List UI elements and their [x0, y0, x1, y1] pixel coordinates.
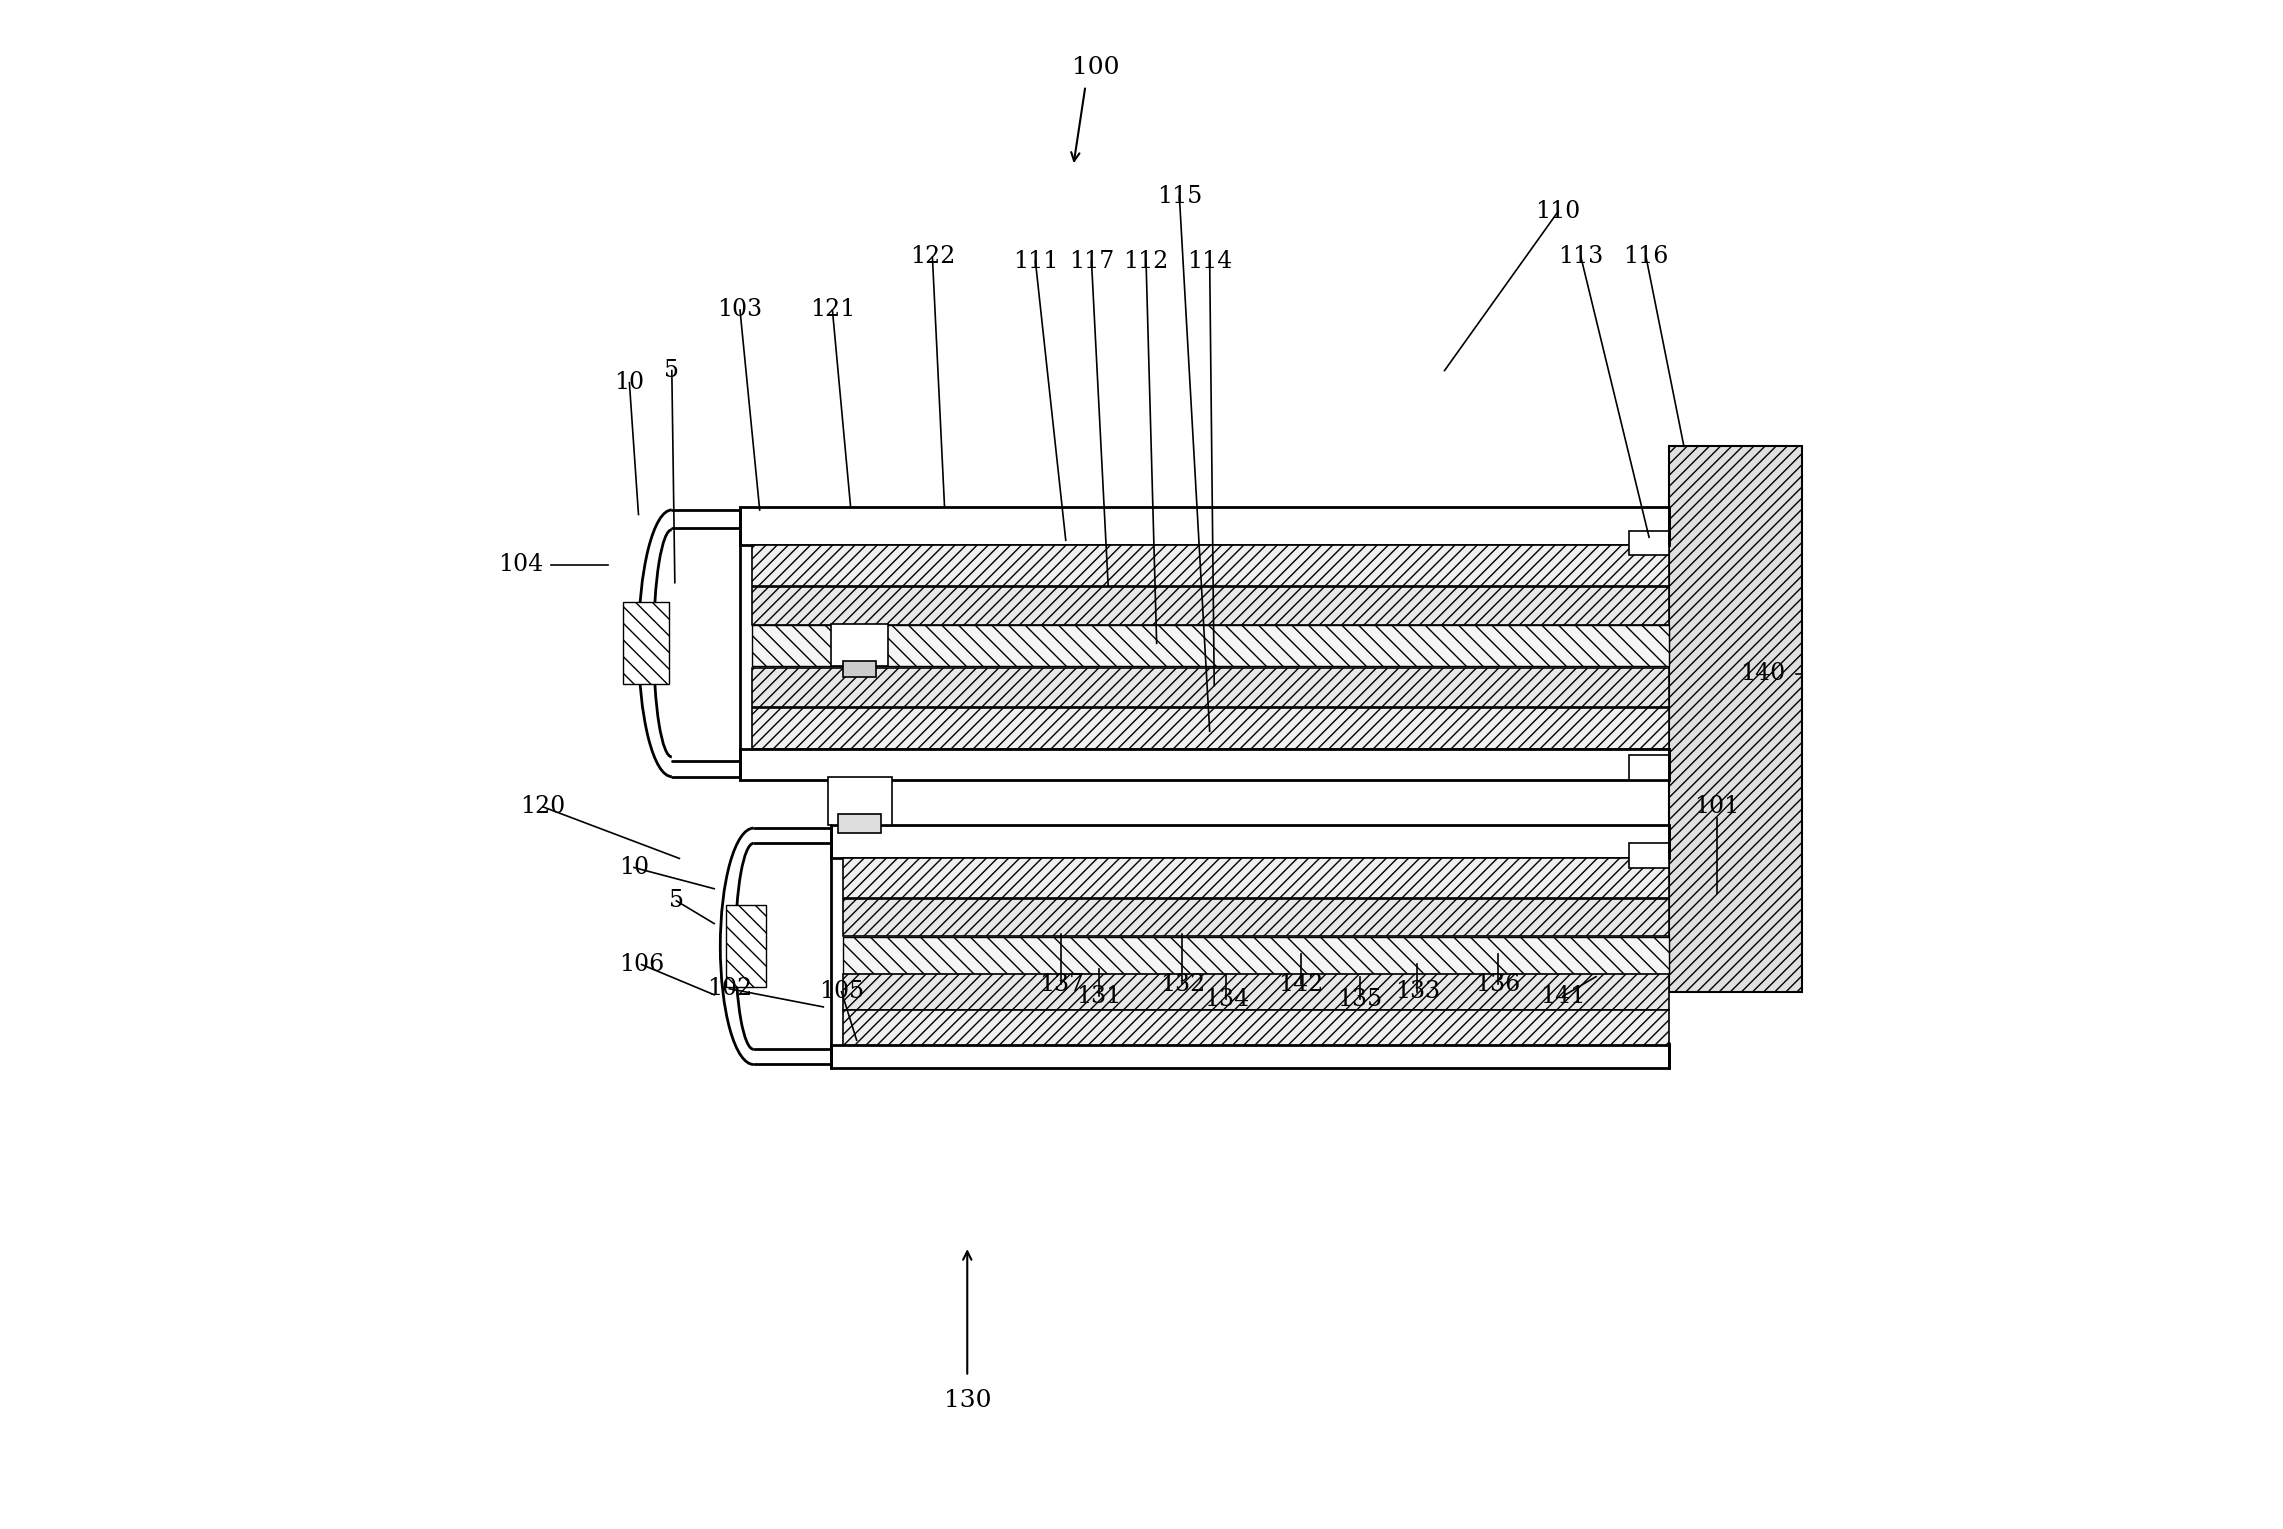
Bar: [831, 1044, 1669, 1067]
Text: 115: 115: [1157, 185, 1203, 208]
Bar: [751, 708, 1669, 749]
Bar: [1630, 755, 1669, 780]
Text: 141: 141: [1541, 985, 1584, 1008]
Bar: [831, 826, 1669, 858]
Text: 112: 112: [1123, 249, 1169, 274]
Text: 130: 130: [943, 1390, 991, 1413]
Text: 5: 5: [664, 359, 680, 382]
Bar: [1630, 844, 1669, 867]
Text: 137: 137: [1039, 972, 1084, 995]
Text: 113: 113: [1559, 246, 1603, 269]
Text: 132: 132: [1160, 972, 1205, 995]
Bar: [842, 662, 877, 677]
Text: 140: 140: [1740, 662, 1785, 685]
Text: 104: 104: [498, 553, 543, 576]
Text: 101: 101: [1694, 795, 1740, 818]
Text: 142: 142: [1278, 972, 1324, 995]
Bar: [751, 587, 1669, 625]
Text: 136: 136: [1475, 972, 1520, 995]
Text: 106: 106: [619, 953, 664, 976]
Bar: [842, 1011, 1669, 1046]
Bar: [751, 625, 1669, 667]
Text: 122: 122: [909, 246, 954, 269]
Text: 10: 10: [614, 372, 644, 394]
Text: 121: 121: [810, 298, 856, 321]
Bar: [831, 624, 888, 667]
Text: 131: 131: [1078, 985, 1121, 1008]
Bar: [751, 668, 1669, 706]
Bar: [1669, 446, 1801, 992]
Bar: [1630, 531, 1669, 555]
Text: 111: 111: [1014, 249, 1057, 274]
Text: 10: 10: [619, 856, 648, 879]
Bar: [842, 937, 1669, 974]
Bar: [829, 777, 890, 826]
Text: 102: 102: [708, 977, 751, 1000]
Text: 133: 133: [1395, 980, 1441, 1003]
Text: 110: 110: [1536, 200, 1580, 223]
Text: 120: 120: [521, 795, 566, 818]
Text: 100: 100: [1073, 57, 1119, 80]
Text: 105: 105: [820, 980, 863, 1003]
Text: 116: 116: [1623, 246, 1669, 269]
Text: 114: 114: [1187, 249, 1233, 274]
Bar: [740, 508, 1669, 544]
Bar: [751, 544, 1669, 586]
Bar: [838, 815, 881, 833]
Text: 5: 5: [669, 890, 685, 913]
Bar: [726, 905, 765, 988]
Text: 134: 134: [1203, 988, 1249, 1011]
Text: 117: 117: [1068, 249, 1114, 274]
Bar: [842, 858, 1669, 898]
Text: 103: 103: [717, 298, 763, 321]
Text: 135: 135: [1338, 988, 1381, 1011]
Bar: [842, 974, 1669, 1011]
Bar: [740, 749, 1669, 780]
Bar: [623, 602, 669, 683]
Bar: [842, 899, 1669, 936]
